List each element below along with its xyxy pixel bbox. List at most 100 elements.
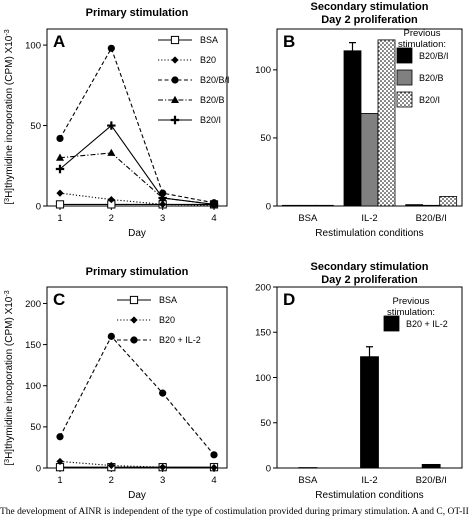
legend-title-line: stimulation: [398,39,446,50]
y-axis-label-part: H]thymidine incoporation (CPM) X10 [4,35,15,198]
panel-title: Primary stimulation [86,266,189,278]
legend-entry: BSA [159,295,177,305]
y-axis-label-part: [ [4,202,15,205]
y-tick-label: 100 [25,40,41,51]
x-axis-label: Day [128,228,146,239]
panel-subtitle: Day 2 proliferation [321,14,418,26]
bar [360,356,379,469]
y-tick-label: 200 [255,282,271,293]
data-point [56,189,64,197]
x-axis-label: Restimulation conditions [315,490,423,501]
legend-entry: B20/I [419,95,440,105]
y-tick-label: 100 [255,65,271,76]
legend-title-line: Previous [404,28,441,39]
error-bar [366,346,373,357]
legend-entry: B20 + IL-2 [159,335,201,345]
y-tick-label: 50 [260,418,271,429]
series-line [59,124,215,205]
data-point [107,121,116,130]
legend-swatch [396,47,413,64]
legend-title-line: stimulation: [387,307,435,318]
data-point [107,332,115,340]
legend-marker [130,336,138,344]
panel-title: Primary stimulation [86,7,189,19]
legend-swatch [396,91,413,108]
legend-marker [171,95,179,103]
legend: BSA B20 B20 + IL-2 [117,295,201,345]
data-point [56,153,64,161]
legend-entry: BSA [200,35,218,45]
x-tick-label: 2 [109,475,114,486]
series-b20-b-i [56,44,218,207]
data-point [55,164,65,174]
data-point [159,200,167,208]
panel-title: Secondary stimulation [311,1,429,13]
data-point [56,433,64,441]
legend: Previous stimulation:B20 + IL-2 [383,296,448,332]
bar [343,50,362,207]
legend-entry: B20/I [200,115,221,125]
legend-marker [170,35,180,45]
legend-entry: B20/B/I [419,51,449,61]
x-tick-label: 4 [211,475,216,486]
legend-marker [130,316,138,324]
panel-letter: D [283,290,295,309]
y-axis-label-part: [ [4,463,15,466]
data-point [159,389,167,397]
x-axis-label: Day [128,490,146,501]
bar [422,204,441,207]
error-bar [349,42,356,51]
series-line [59,335,215,456]
y-axis-label-part: H]thymidine incoporation (CPM) X10 [4,296,15,459]
y-axis-label: [3H]thymidine incoporation (CPM) X10-3 [4,29,16,204]
y-axis-label-part: -3 [4,29,11,35]
panel-letter: C [53,290,65,309]
data-point [107,44,115,52]
y-tick-label: 50 [260,133,271,144]
data-point [159,463,167,471]
plot-frame [46,286,228,469]
plot-frame [46,28,228,207]
y-tick-label: 150 [25,340,41,351]
data-point [56,457,64,466]
legend-title: Previous stimulation: [398,28,446,50]
bar [281,204,300,207]
panel-c: Primary stimulation C 0 50 100 150 200 1 2 3 4 Day B… [25,266,228,501]
legend-entry: B20/B [419,73,444,83]
y-tick-label: 0 [36,463,41,474]
y-tick-label: 0 [266,463,271,474]
bar [360,113,379,207]
y-axis-label: [3H]thymidine incoporation (CPM) X10-3 [4,290,16,465]
data-point [56,134,64,143]
legend-entry: B20 [159,315,175,325]
data-point [107,195,115,204]
bar [421,463,441,469]
x-tick-label: BSA [298,475,318,486]
legend: Previous stimulation:B20/B/I B20/B B20/I [396,28,449,108]
series-line [59,192,215,206]
series-b20 [56,457,218,472]
legend-marker [129,295,139,305]
panel-letter: A [53,32,65,51]
series-line [59,152,215,205]
x-tick-label: 1 [57,475,62,486]
panel-subtitle: Day 2 proliferation [321,274,418,286]
y-tick-label: 50 [30,422,41,433]
y-axis-label-part: 3 [4,198,11,202]
legend-entry: B20 + IL-2 [406,319,448,329]
bar [405,204,424,207]
y-tick-label: 100 [25,381,41,392]
data-point [107,461,115,470]
data-point [210,463,218,472]
x-tick-label: IL-2 [361,475,377,486]
legend-title-line: Previous [393,296,430,307]
series-b20-il-2 [56,332,218,459]
x-tick-label: 3 [160,475,165,486]
panel-letter: B [283,32,295,51]
x-tick-label: B20/B/I [416,475,447,486]
y-tick-label: 200 [25,299,41,310]
series-b20-i [55,121,219,209]
